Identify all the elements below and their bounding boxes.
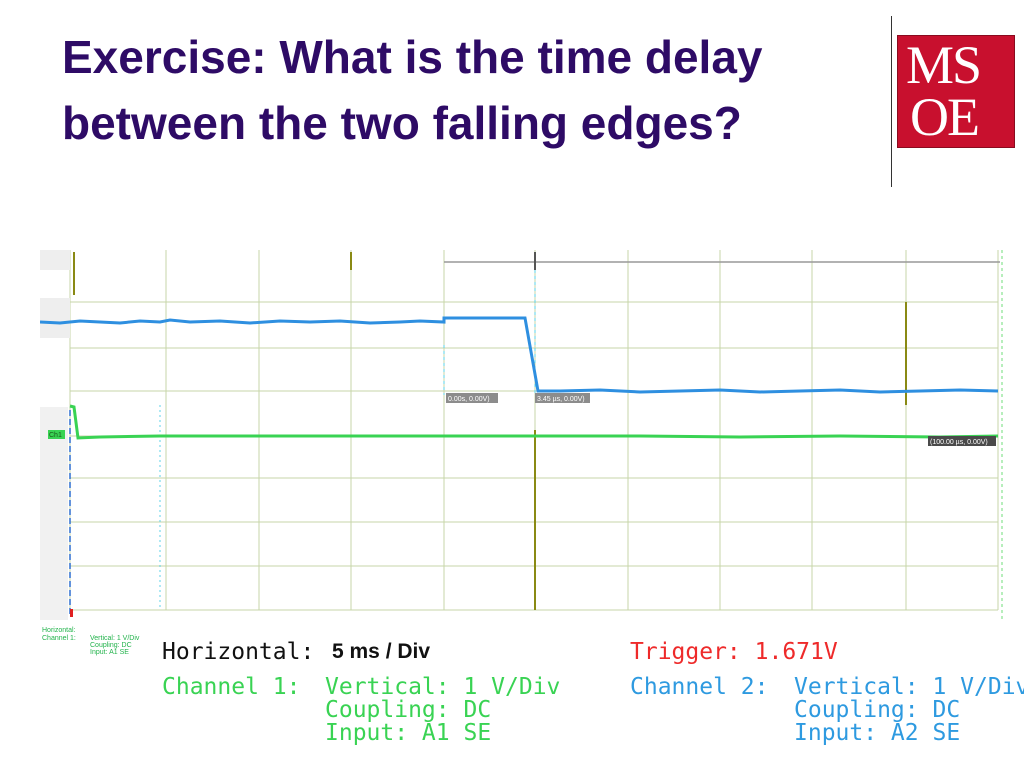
- right-readout: (100.00 µs, 0.00V): [930, 439, 988, 446]
- cursor-a-box: [446, 393, 498, 403]
- top-strip-left: [40, 250, 70, 270]
- logo-line-2: OE: [910, 87, 980, 147]
- header-divider: [891, 16, 892, 187]
- channel2-vertical: Vertical: 1 V/Div: [794, 674, 1024, 700]
- trigger-position-marker: [70, 609, 73, 617]
- msoe-logo: MS OE: [897, 35, 1015, 148]
- cursor-a-label: 0.00s, 0.00V): [448, 396, 490, 403]
- channel1-label: Channel 1:: [162, 674, 301, 700]
- ch1-marker: Ch1: [49, 432, 62, 439]
- channel1-vertical: Vertical: 1 V/Div: [325, 674, 561, 700]
- cursor-b-box: [535, 393, 590, 403]
- horizontal-label: Horizontal:: [162, 639, 315, 665]
- small-input: Input: A1 SE: [90, 649, 129, 656]
- small-horizontal: Horizontal:: [42, 627, 76, 634]
- right-readout-box: [928, 436, 996, 446]
- horizontal-value: 5 ms / Div: [332, 640, 431, 663]
- channel2-input: Input: A2 SE: [794, 720, 961, 746]
- cursor-b-label: 3.45 µs, 0.00V): [537, 396, 585, 403]
- channel2-label: Channel 2:: [630, 674, 769, 700]
- small-coupling: Coupling: DC: [90, 642, 132, 649]
- mid-strip-left: [40, 298, 70, 338]
- ch1-marker-box: [48, 430, 65, 439]
- channel2-coupling: Coupling: DC: [794, 697, 961, 723]
- slide-title: Exercise: What is the time delay between…: [62, 31, 763, 149]
- small-channel1: Channel 1:: [42, 635, 76, 642]
- channel-2-waveform: [40, 316, 999, 394]
- oscilloscope-display: 0.00s, 0.00V) 3.45 µs, 0.00V) Ch1 (100.0…: [40, 250, 1004, 620]
- trigger-label: Trigger: 1.671V: [630, 639, 838, 665]
- channel1-input: Input: A1 SE: [325, 720, 492, 746]
- channel1-coupling: Coupling: DC: [325, 697, 492, 723]
- logo-line-1: MS: [906, 35, 982, 95]
- lower-strip-left: [40, 407, 68, 620]
- channel-1-waveform: [69, 404, 999, 440]
- small-vertical: Vertical: 1 V/Div: [90, 635, 140, 642]
